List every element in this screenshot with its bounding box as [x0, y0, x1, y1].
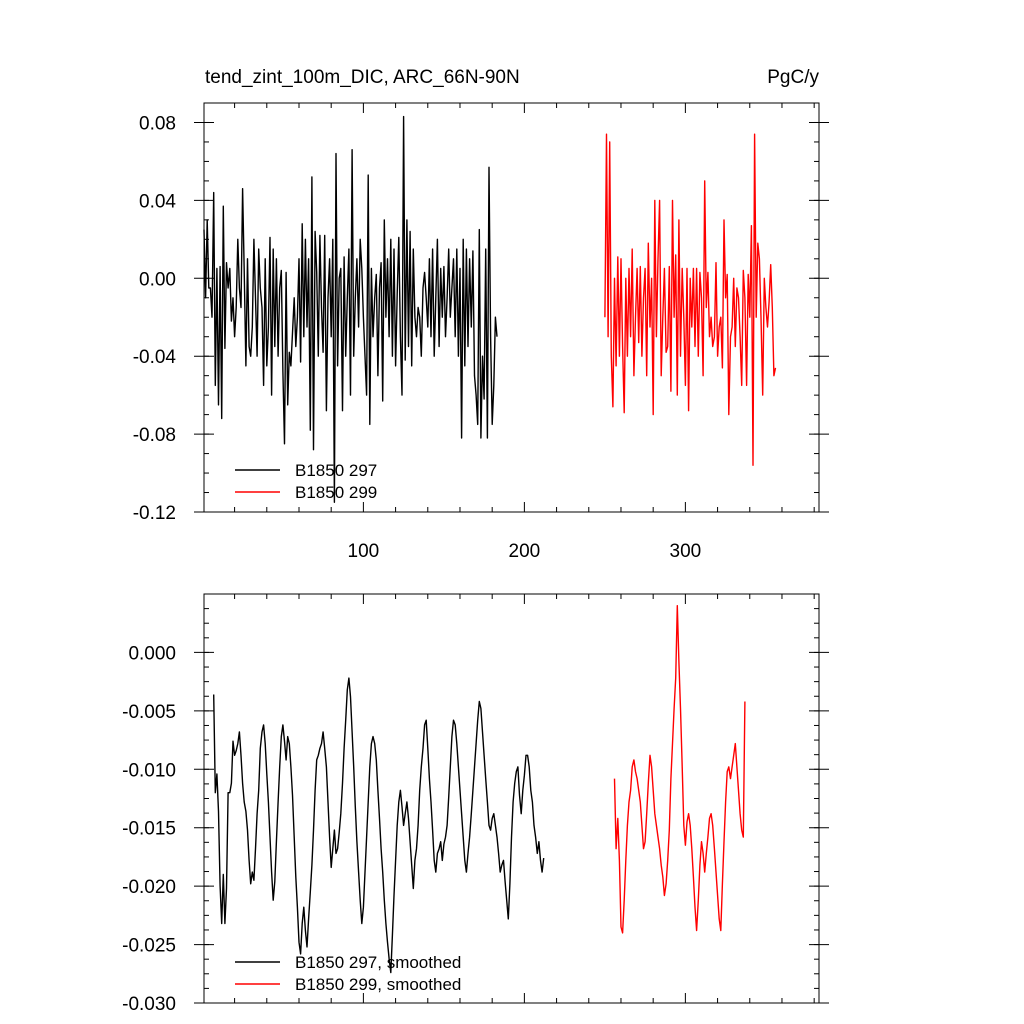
legend-label-b1850-299: B1850 299 [295, 483, 377, 502]
series-line-b1850-299-smoothed [613, 605, 746, 934]
chart-title: tend_zint_100m_DIC, ARC_66N-90N [205, 67, 520, 88]
y-tick-label: -0.025 [122, 936, 176, 957]
y-tick-label: -0.08 [133, 425, 176, 446]
top-panel: tend_zint_100m_DIC, ARC_66N-90N PgC/y 10… [133, 67, 829, 562]
y-tick-label: -0.010 [122, 760, 176, 781]
x-tick-label: 200 [509, 541, 541, 562]
y-tick-label: -0.12 [133, 503, 176, 524]
x-tick-label: 100 [348, 541, 380, 562]
y-tick-label: 0.04 [139, 191, 176, 212]
legend-label-b1850-297: B1850 297 [295, 461, 377, 480]
y-tick-label: 0.08 [139, 113, 176, 134]
bottom-plot-area: 0.000 -0.005 -0.010 -0.015 -0.020 -0.025 -0.03… [122, 593, 829, 1015]
series-line-b1850-299 [604, 133, 777, 466]
y-tick-label: -0.015 [122, 819, 176, 840]
y-tick-label: -0.020 [122, 877, 176, 898]
y-tick-label: -0.030 [122, 994, 176, 1015]
plot-frame [203, 593, 820, 1004]
y-tick-label: 0.000 [128, 643, 176, 664]
y-tick-label: -0.04 [133, 347, 177, 368]
x-tick-label: 300 [670, 541, 702, 562]
units-label: PgC/y [767, 67, 819, 88]
legend-label-b1850-299-smoothed: B1850 299, smoothed [295, 975, 461, 994]
y-tick-label: 0.00 [139, 269, 176, 290]
bottom-panel: 0.000 -0.005 -0.010 -0.015 -0.020 -0.025 -0.03… [122, 593, 829, 1015]
top-plot-area: 100 200 300 0.08 0.04 0.00 -0.04 -0.08 -0.12 B185… [133, 102, 829, 562]
legend-label-b1850-297-smoothed: B1850 297, smoothed [295, 953, 461, 972]
series-line-b1850-297-smoothed [213, 677, 545, 974]
plot-frame [203, 102, 820, 513]
series-line-b1850-297 [203, 115, 498, 503]
y-tick-label: -0.005 [122, 702, 176, 723]
